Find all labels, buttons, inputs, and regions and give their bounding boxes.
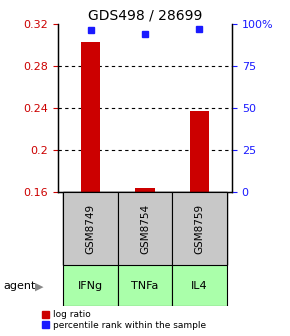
Bar [64, 265, 118, 306]
Text: GSM8754: GSM8754 [140, 203, 150, 254]
Text: TNFa: TNFa [131, 281, 159, 291]
Bar [118, 192, 172, 265]
Bar [190, 111, 209, 192]
Text: IFNg: IFNg [78, 281, 103, 291]
Bar [81, 42, 100, 192]
Text: ▶: ▶ [35, 281, 44, 291]
Bar [118, 265, 172, 306]
Bar [172, 265, 226, 306]
Bar [64, 192, 118, 265]
Text: GSM8749: GSM8749 [86, 203, 96, 254]
Legend: log ratio, percentile rank within the sample: log ratio, percentile rank within the sa… [42, 310, 206, 330]
Text: agent: agent [3, 281, 35, 291]
Text: GSM8759: GSM8759 [194, 203, 204, 254]
Bar [135, 188, 155, 192]
Text: IL4: IL4 [191, 281, 208, 291]
Bar [172, 192, 226, 265]
Title: GDS498 / 28699: GDS498 / 28699 [88, 8, 202, 23]
